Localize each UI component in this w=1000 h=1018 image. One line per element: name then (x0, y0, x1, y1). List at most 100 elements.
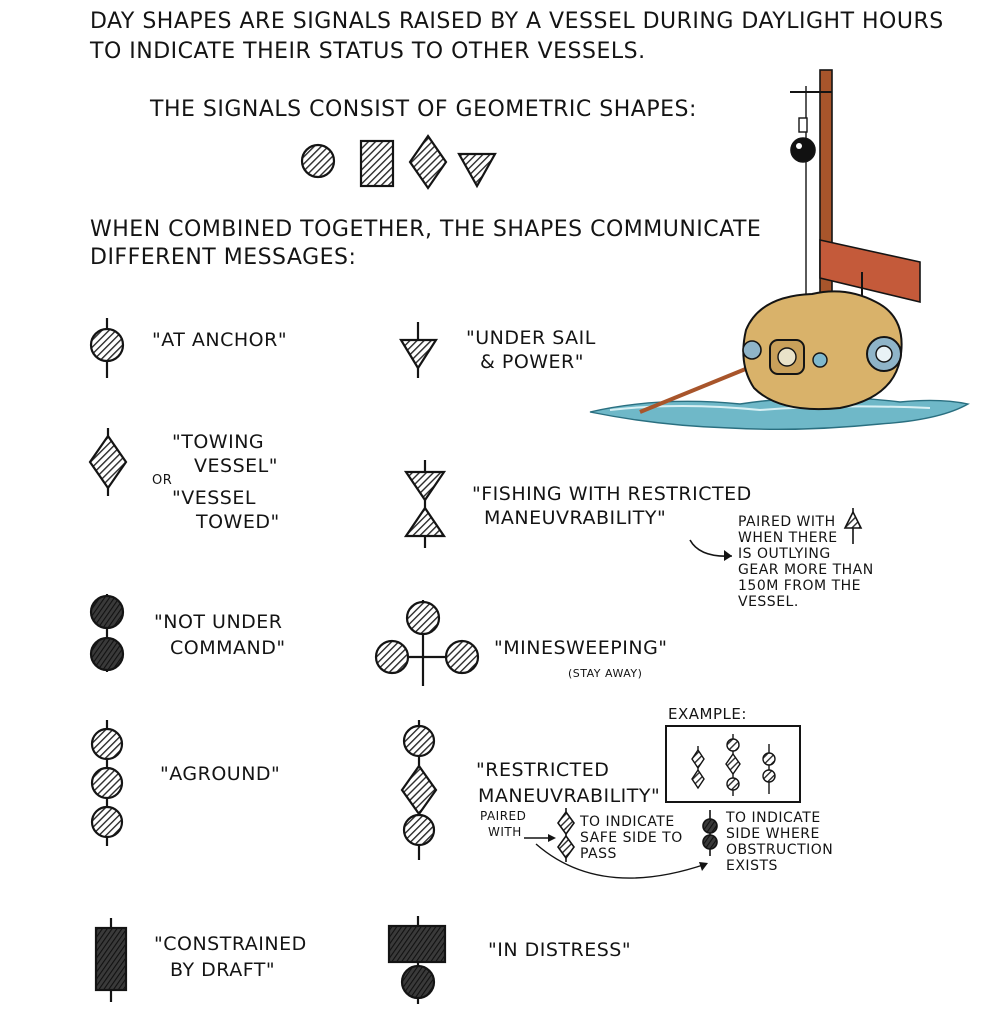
safe-side-line-2: SAFE SIDE TO (580, 830, 683, 847)
diamond-icon (725, 752, 741, 776)
example-safe-side (691, 746, 705, 790)
safe-side-line-3: PASS (580, 846, 617, 863)
label-fishing-2: MANEUVRABILITY" (484, 507, 667, 529)
diamond-icon (557, 810, 575, 836)
diamond-icon (400, 764, 438, 816)
example-restricted (725, 734, 741, 796)
not-under-command-signal (89, 594, 125, 672)
obstruction-line-2: SIDE WHERE (726, 826, 820, 843)
ball-icon (400, 964, 436, 1000)
fishing-note-line-4: GEAR MORE THAN (738, 562, 874, 579)
arrow-head-icon (724, 550, 732, 561)
cone-down-icon (399, 338, 439, 371)
ball-icon (89, 594, 125, 630)
fishing-note-line-1: PAIRED WITH (738, 514, 836, 530)
cone-up-icon (843, 510, 863, 529)
label-constrained-1: "CONSTRAINED (154, 933, 307, 955)
diamond-icon (408, 134, 448, 190)
towing-signal (88, 428, 128, 496)
oar-icon (639, 366, 749, 414)
label-restricted-2: MANEUVRABILITY" (478, 785, 661, 807)
ball-icon (402, 724, 436, 758)
combined-line-2: DIFFERENT MESSAGES: (90, 244, 357, 270)
ball-icon (90, 805, 124, 839)
obstruction-line-1: TO INDICATE (726, 810, 821, 826)
basic-shapes (300, 134, 497, 190)
ball-icon (726, 777, 740, 791)
arrow-head-icon (548, 834, 556, 842)
label-minesweeping: "MINESWEEPING" (494, 637, 668, 659)
label-restricted-1: "RESTRICTED (476, 759, 610, 781)
example-box (665, 725, 801, 803)
restricted-signal (400, 720, 438, 860)
fishing-note-line-6: VESSEL. (738, 594, 799, 611)
fishing-signal (403, 460, 447, 548)
ball-icon (726, 738, 740, 752)
intro-line-1: DAY SHAPES ARE SIGNALS RAISED BY A VESSE… (90, 9, 944, 34)
cone-icon (457, 152, 497, 189)
label-paired-with-1: PAIRED (480, 809, 527, 823)
label-example: EXAMPLE: (668, 705, 747, 723)
cone-down-icon (403, 470, 447, 502)
label-at-anchor: "AT ANCHOR" (152, 329, 288, 351)
label-towed-1: "VESSEL (172, 487, 256, 509)
label-aground: "AGROUND" (160, 763, 281, 785)
combined-text: WHEN COMBINED TOGETHER, THE SHAPES COMMU… (90, 218, 761, 274)
diamond-icon (557, 834, 575, 860)
diamond-icon (691, 768, 705, 790)
ball-icon (89, 327, 125, 363)
intro-line-2: TO INDICATE THEIR STATUS TO OTHER VESSEL… (90, 38, 646, 64)
fishing-note: PAIRED WITH WHEN THERE IS OUTLYING GEAR … (738, 514, 874, 611)
porthole-icon (812, 352, 828, 368)
arrow-head-icon (699, 862, 708, 871)
label-towed-2: TOWED" (196, 511, 280, 533)
label-fishing-1: "FISHING WITH RESTRICTED (472, 483, 752, 505)
obstruction-note: TO INDICATE SIDE WHERE OBSTRUCTION EXIST… (726, 810, 833, 874)
fishing-note-line-3: IS OUTLYING (738, 546, 831, 563)
distress-signal (387, 916, 447, 1004)
safe-side-note: TO INDICATE SAFE SIDE TO PASS (580, 814, 683, 862)
intro-text: DAY SHAPES ARE SIGNALS RAISED BY A VESSE… (90, 10, 944, 70)
label-towing-1: "TOWING (172, 431, 265, 453)
diamond-icon (691, 748, 705, 770)
mast-icon (819, 69, 833, 321)
paired-arrow-curve (535, 843, 707, 879)
fishing-note-cone (843, 508, 863, 544)
ball-icon (762, 752, 776, 766)
obstruction-line-4: EXISTS (726, 858, 778, 875)
label-not-under-command-1: "NOT UNDER (154, 611, 283, 633)
example-obstruction-side (762, 744, 776, 794)
ball-icon (374, 639, 410, 675)
cylinder-icon (94, 926, 128, 992)
ball-icon (444, 639, 480, 675)
ball-icon (762, 769, 776, 783)
bench-icon (819, 239, 921, 304)
label-under-sail-2: & POWER" (480, 351, 585, 373)
label-constrained-2: BY DRAFT" (170, 959, 276, 981)
cone-up-icon (403, 506, 447, 538)
ball-icon (90, 727, 124, 761)
shapes-intro: THE SIGNALS CONSIST OF GEOMETRIC SHAPES: (150, 97, 697, 122)
safe-side-line-1: TO INDICATE (580, 814, 675, 830)
constrained-signal (94, 918, 128, 1002)
ball-icon (402, 813, 436, 847)
ball-icon (702, 818, 718, 834)
ball-icon (90, 766, 124, 800)
ball-icon (405, 600, 441, 636)
label-towing-2: VESSEL" (194, 455, 278, 477)
ball-icon (300, 143, 336, 179)
obstruction-side-signal (702, 810, 718, 856)
ball-icon (89, 636, 125, 672)
label-not-under-command-2: COMMAND" (170, 637, 286, 659)
label-under-sail-1: "UNDER SAIL (466, 327, 596, 349)
aground-signal (90, 720, 124, 846)
label-stay-away: (STAY AWAY) (568, 667, 643, 680)
label-paired-with-2: WITH (488, 825, 522, 839)
label-in-distress: "IN DISTRESS" (488, 939, 632, 961)
obstruction-line-3: OBSTRUCTION (726, 842, 834, 859)
label-or: OR (152, 473, 173, 488)
flag-square-icon (387, 924, 447, 964)
at-anchor-signal (89, 318, 125, 378)
